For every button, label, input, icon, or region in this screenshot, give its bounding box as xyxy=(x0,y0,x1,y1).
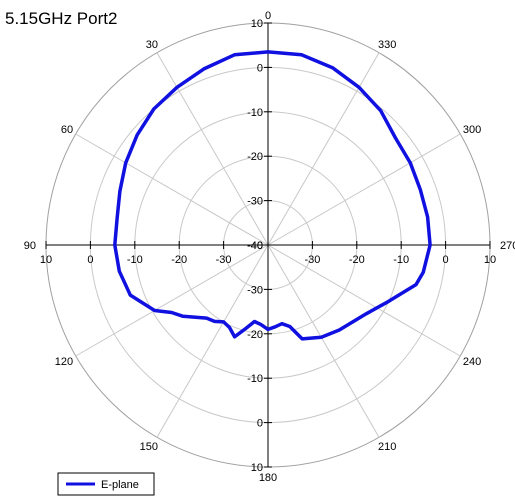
tick-label-bottom: -10 xyxy=(247,373,263,385)
angle-label: 240 xyxy=(463,356,481,368)
grid-spoke xyxy=(267,244,461,357)
tick-label-bottom: -30 xyxy=(247,284,263,296)
polar-grid xyxy=(45,22,491,468)
tick-label-bottom: 0 xyxy=(257,418,263,430)
angle-label: 30 xyxy=(146,39,158,51)
grid-spoke xyxy=(156,52,269,246)
grid-spoke xyxy=(267,133,461,246)
tick-label-right: -10 xyxy=(393,254,409,266)
series-layer xyxy=(113,50,432,341)
tick-label-right: -20 xyxy=(349,254,365,266)
grid-spoke xyxy=(156,244,269,438)
angle-label: 120 xyxy=(55,356,73,368)
tick-label-top: -30 xyxy=(247,196,263,208)
grid-spoke xyxy=(267,244,380,438)
grid-spoke xyxy=(75,244,269,357)
angle-label: 180 xyxy=(259,472,277,484)
angle-label: 300 xyxy=(463,124,481,136)
angle-label: 330 xyxy=(378,39,396,51)
angle-label: 270 xyxy=(500,240,515,252)
tick-label-bottom: -40 xyxy=(247,240,263,252)
tick-label-top: 0 xyxy=(257,62,263,74)
angle-label: 210 xyxy=(378,441,396,453)
tick-label-bottom: -20 xyxy=(247,329,263,341)
tick-label-bottom: 10 xyxy=(251,462,263,474)
tick-label-top: -10 xyxy=(247,107,263,119)
tick-label-left: 0 xyxy=(87,254,93,266)
angle-label: 90 xyxy=(24,240,36,252)
tick-label-left: -10 xyxy=(127,254,143,266)
legend-label-e-plane: E-plane xyxy=(101,479,139,491)
angle-label: 60 xyxy=(61,124,73,136)
series-line-e-plane xyxy=(113,50,432,341)
tick-label-top: -40 xyxy=(247,240,263,252)
angle-label: 150 xyxy=(140,441,158,453)
grid-spoke xyxy=(267,52,380,246)
tick-label-right: 10 xyxy=(484,254,496,266)
radial-tick-labels: 10 10 10 10 0 0 0 0 -10 -10 -10 -10 -20 -20 -20 -20 -30 -… xyxy=(40,18,496,474)
tick-label-left: -30 xyxy=(216,254,232,266)
grid-spoke xyxy=(75,133,269,246)
tick-label-top: 10 xyxy=(251,18,263,30)
angle-labels: 0 30 60 90 120 150 180 210 240 270 300 330 xyxy=(24,10,515,484)
tick-label-left: -20 xyxy=(171,254,187,266)
legend: E-plane xyxy=(57,472,155,496)
tick-label-left: 10 xyxy=(40,254,52,266)
chart-title: 5.15GHz Port2 xyxy=(5,9,117,28)
legend-box xyxy=(57,472,155,496)
tick-label-right: 0 xyxy=(443,254,449,266)
angle-label: 0 xyxy=(265,10,271,22)
tick-label-top: -20 xyxy=(247,151,263,163)
tick-label-right: -30 xyxy=(304,254,320,266)
